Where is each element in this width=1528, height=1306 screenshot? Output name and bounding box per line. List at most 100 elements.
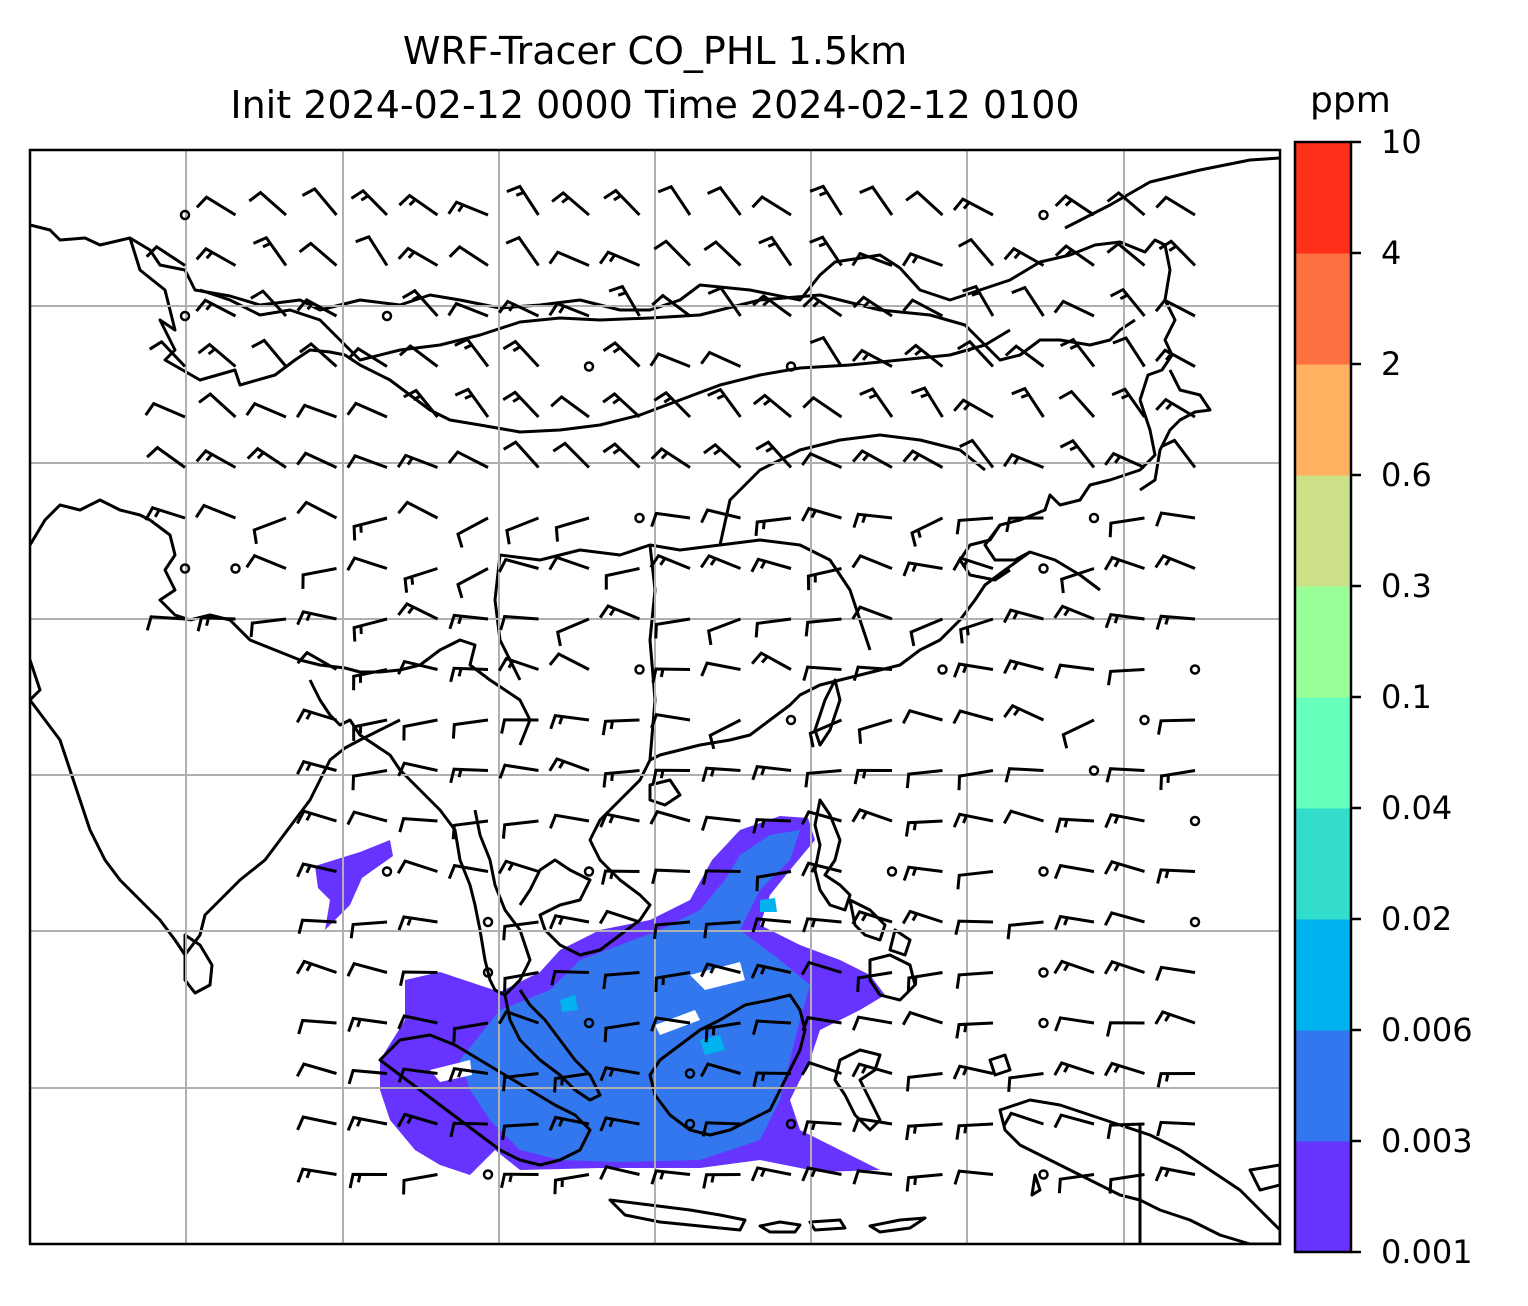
wind-barb <box>1004 344 1045 368</box>
wind-barb <box>250 289 288 318</box>
wind-barb <box>194 503 237 520</box>
wind-barb <box>447 863 489 880</box>
wind-barb <box>904 819 943 837</box>
wind-barb <box>1104 612 1145 629</box>
wind-barb <box>1053 604 1095 621</box>
calm-wind-marker <box>785 1118 797 1130</box>
wind-barb <box>800 960 842 976</box>
colorbar-tick-label: 10 <box>1381 123 1422 161</box>
wind-barb <box>1155 195 1196 217</box>
wind-barb <box>346 556 388 572</box>
wind-barb <box>346 810 388 826</box>
wind-barb <box>248 190 287 217</box>
wind-barb <box>801 451 843 469</box>
wind-barb <box>548 555 590 571</box>
wind-barb <box>953 1169 994 1185</box>
wind-barb <box>754 617 792 638</box>
wind-barb <box>449 1121 489 1138</box>
tibet-south <box>149 518 191 622</box>
wind-barb <box>905 1122 943 1141</box>
wind-barb <box>959 617 994 644</box>
sumatra <box>378 1033 592 1167</box>
colorbar-tick-label: 4 <box>1381 234 1402 272</box>
wind-barb <box>1104 813 1145 829</box>
wind-barb <box>145 244 186 267</box>
wind-barb <box>602 391 641 419</box>
wind-barb <box>752 1071 792 1087</box>
wind-barb <box>347 346 388 368</box>
wind-barb <box>349 920 388 939</box>
calm-wind-marker <box>886 866 898 877</box>
wind-barb <box>397 602 439 621</box>
colorbar-bin-2 <box>1295 919 1351 1031</box>
calm-wind-marker <box>1038 866 1049 877</box>
wind-barb <box>348 1172 388 1189</box>
calm-wind-marker <box>381 866 393 877</box>
sulawesi <box>833 1048 882 1132</box>
wind-barb <box>801 1015 842 1032</box>
wind-barb <box>396 453 439 469</box>
wind-barb <box>1004 767 1044 783</box>
wind-barb <box>449 666 489 683</box>
wind-barb <box>1161 438 1197 469</box>
wind-barb <box>751 195 792 217</box>
wind-barb <box>910 386 944 418</box>
wind-barb <box>1154 1010 1196 1025</box>
colorbar-bin-3 <box>1295 808 1351 920</box>
wind-barb <box>246 446 287 469</box>
wind-barb <box>403 567 438 593</box>
wind-barb <box>706 185 742 216</box>
wind-barb <box>902 298 944 318</box>
wind-barb <box>296 298 338 318</box>
colorbar-tick-label: 0.1 <box>1381 678 1432 716</box>
wind-barb <box>654 971 691 993</box>
wind-barb <box>1156 1120 1196 1137</box>
wind-barb <box>1157 718 1196 735</box>
plume-mid-core <box>460 830 810 1162</box>
wind-barb <box>553 1072 590 1093</box>
wind-barb <box>1103 555 1145 571</box>
wind-barb <box>448 1066 489 1083</box>
wind-barb <box>751 764 792 781</box>
wind-barb <box>449 767 489 784</box>
wind-barb <box>500 718 539 734</box>
wind-barb <box>804 769 842 788</box>
calm-wind-marker <box>1189 815 1201 827</box>
wind-barb <box>905 769 943 789</box>
wind-barb <box>650 713 691 729</box>
wind-barb <box>548 914 590 930</box>
wind-barb <box>502 339 540 368</box>
wind-barb <box>955 1021 994 1039</box>
colorbar-bin-1 <box>1295 1030 1351 1142</box>
calm-wind-marker <box>381 310 393 322</box>
wind-barb <box>952 812 994 828</box>
wind-barb <box>802 665 842 682</box>
wind-barb <box>297 918 337 935</box>
japan-hint <box>1248 1163 1280 1192</box>
calm-wind-marker <box>1038 563 1049 574</box>
wind-barb <box>1106 190 1146 217</box>
calm-wind-marker <box>684 1118 696 1130</box>
wind-barb <box>708 718 742 750</box>
wind-barb <box>852 1117 893 1133</box>
wind-barb <box>703 442 742 469</box>
calm-wind-marker <box>785 714 797 726</box>
wind-barb <box>1002 809 1044 825</box>
calm-wind-marker <box>1088 512 1100 524</box>
wind-barb <box>851 554 893 570</box>
wind-barb <box>198 392 237 419</box>
wind-barb <box>808 718 843 748</box>
wind-barb <box>498 299 540 318</box>
calm-wind-marker <box>937 664 948 675</box>
wind-barb <box>1154 1166 1196 1182</box>
wind-barb <box>809 184 843 216</box>
wind-barb <box>1105 767 1145 783</box>
wind-barb <box>649 553 691 570</box>
wind-barb <box>1059 438 1096 469</box>
wind-barb <box>1103 860 1145 875</box>
wind-barb <box>452 1021 489 1043</box>
wind-barb <box>802 917 842 933</box>
wind-barb <box>456 567 489 599</box>
wind-barb <box>699 1062 741 1078</box>
wind-barb <box>598 909 640 925</box>
